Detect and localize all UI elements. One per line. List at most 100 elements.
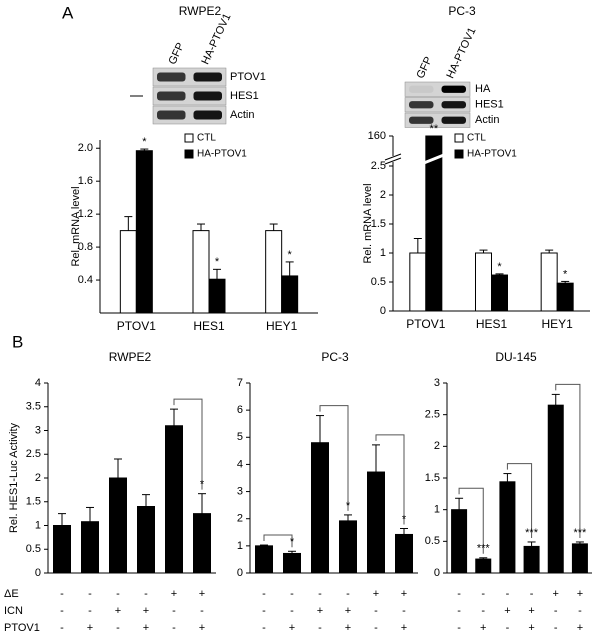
significance-bracket — [458, 487, 484, 554]
blot-band — [409, 85, 434, 93]
condition-mark: + — [504, 605, 510, 617]
bar — [192, 230, 210, 314]
condition-mark: - — [88, 588, 92, 600]
condition-mark: - — [116, 588, 120, 600]
y-tick-label: 4 — [237, 458, 243, 470]
bar — [451, 509, 468, 574]
y-tick-label: 1 — [380, 247, 386, 259]
x-tick-label: PTOV1 — [117, 319, 156, 333]
y-tick-label: 1 — [35, 519, 41, 531]
significance-bracket — [173, 398, 203, 490]
x-tick-label: HES1 — [476, 317, 508, 331]
x-tick-label: HEY1 — [541, 317, 573, 331]
y-tick-label: 1 — [434, 504, 440, 516]
significance-bracket — [375, 434, 405, 525]
condition-mark: + — [528, 605, 534, 617]
condition-mark: + — [577, 588, 583, 600]
condition-mark: + — [577, 622, 583, 634]
condition-mark: + — [199, 622, 205, 634]
blot-row-label: HES1 — [475, 99, 504, 111]
condition-mark: - — [144, 588, 148, 600]
blot-band — [157, 72, 186, 82]
significance-label: * — [346, 500, 351, 512]
y-tick-label: 2.0 — [78, 142, 93, 154]
blot-row-label: Actin — [230, 109, 254, 121]
bar — [265, 230, 283, 314]
bar — [425, 135, 443, 312]
condition-mark: + — [345, 605, 351, 617]
y-tick-label: 3 — [35, 424, 41, 436]
blot-row-label: PTOV1 — [230, 71, 266, 83]
chart-title: PC-3 — [448, 4, 476, 18]
y-tick-label: 0.4 — [78, 274, 93, 286]
bar — [367, 471, 385, 574]
condition-mark: - — [172, 605, 176, 617]
significance-label: *** — [525, 527, 539, 539]
significance-label: * — [215, 256, 220, 268]
y-tick-label: 0.5 — [425, 535, 440, 547]
condition-mark: - — [554, 622, 558, 634]
axis-break — [385, 156, 401, 162]
condition-mark: - — [290, 605, 294, 617]
blot-band — [157, 91, 186, 101]
y-tick-label: 0 — [380, 305, 386, 317]
condition-mark: - — [374, 622, 378, 634]
legend-swatch — [184, 133, 194, 143]
blot-row-label: HA — [475, 83, 491, 95]
legend-label: CTL — [197, 133, 216, 144]
significance-bracket — [555, 383, 581, 538]
bar-break — [423, 153, 445, 165]
bar — [339, 520, 357, 574]
legend-label: HA-PTOV1 — [197, 149, 247, 160]
legend-label: HA-PTOV1 — [467, 149, 517, 160]
condition-mark: - — [506, 588, 510, 600]
bar — [193, 513, 211, 574]
condition-mark: - — [172, 622, 176, 634]
bar — [540, 252, 558, 312]
y-tick-label: 160 — [368, 130, 386, 142]
condition-mark: - — [116, 622, 120, 634]
legend-swatch — [454, 149, 464, 159]
bar — [311, 442, 329, 574]
condition-mark: - — [506, 622, 510, 634]
significance-bracket — [263, 534, 293, 548]
bar — [137, 506, 155, 574]
condition-mark: - — [60, 622, 64, 634]
condition-mark: - — [318, 588, 322, 600]
blot-band — [441, 116, 466, 124]
significance-label: * — [288, 249, 293, 261]
y-tick-label: 2 — [35, 472, 41, 484]
bar — [208, 278, 226, 314]
bar — [571, 543, 588, 574]
significance-label: * — [142, 136, 147, 148]
legend-swatch — [184, 149, 194, 159]
axis-break-mark — [384, 157, 402, 165]
condition-mark: + — [401, 622, 407, 634]
y-tick-label: 2 — [380, 189, 386, 201]
condition-mark: - — [554, 605, 558, 617]
blot-band — [193, 110, 222, 120]
condition-mark: + — [373, 588, 379, 600]
y-tick-label: 3.5 — [26, 401, 41, 413]
condition-mark: + — [143, 605, 149, 617]
condition-mark: - — [578, 605, 582, 617]
y-tick-label: 2 — [434, 440, 440, 452]
bar — [547, 404, 564, 574]
y-tick-label: 0 — [434, 567, 440, 579]
blot-row-label: Actin — [475, 114, 499, 126]
condition-label: ICN — [4, 605, 23, 617]
y-tick-label: 1.5 — [371, 218, 386, 230]
blot-band — [409, 101, 434, 109]
chart-title: RWPE2 — [179, 4, 222, 18]
condition-mark: - — [318, 622, 322, 634]
y-tick-label: 1.5 — [26, 496, 41, 508]
condition-mark: - — [457, 605, 461, 617]
condition-mark: + — [87, 622, 93, 634]
condition-mark: + — [401, 588, 407, 600]
axis-break-mark — [384, 153, 402, 161]
condition-mark: + — [553, 588, 559, 600]
condition-mark: + — [199, 588, 205, 600]
significance-label: ** — [430, 123, 439, 135]
y-tick-label: 1.2 — [78, 208, 93, 220]
